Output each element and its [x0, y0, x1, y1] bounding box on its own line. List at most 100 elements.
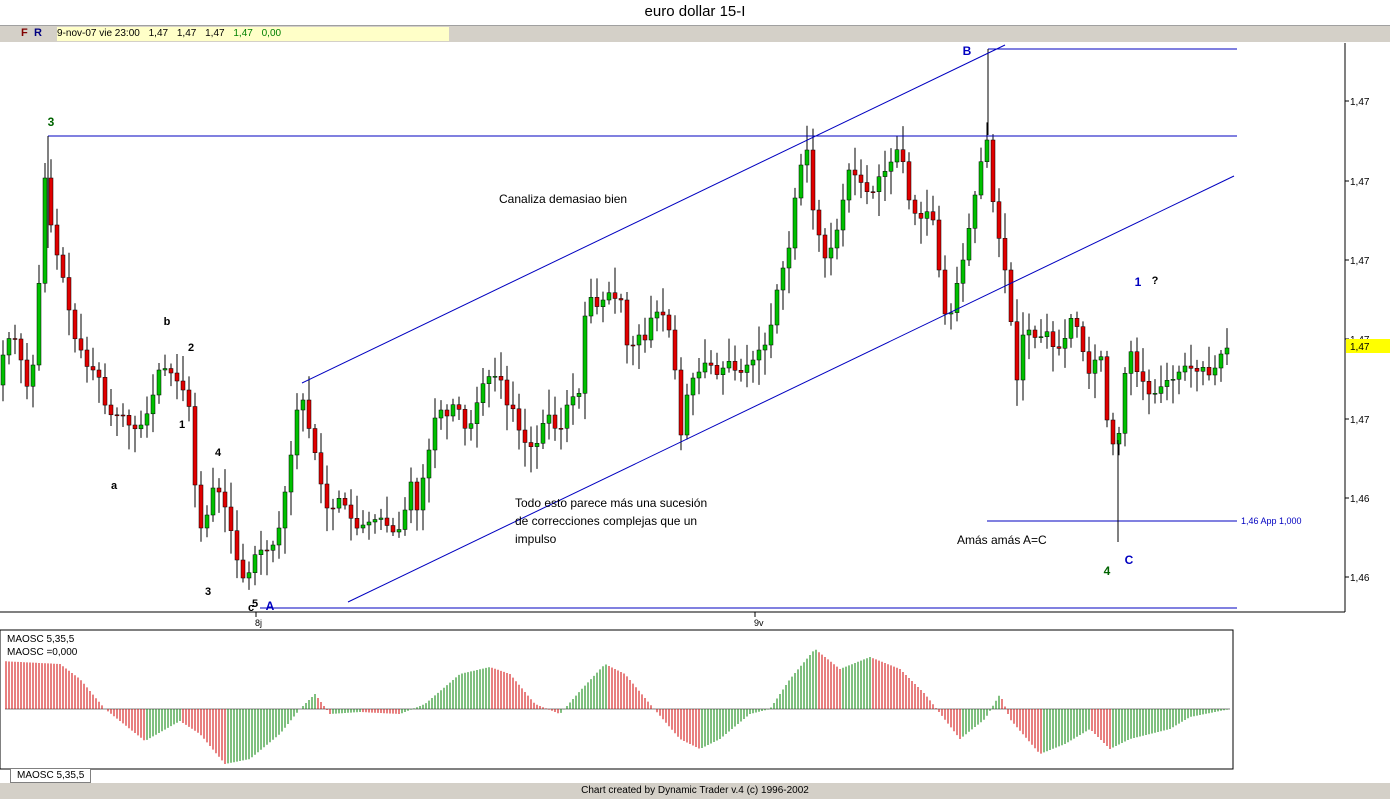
candle-down	[516, 408, 522, 431]
wave-label: 3	[205, 586, 211, 598]
candle-down	[72, 309, 78, 340]
trend-line[interactable]	[347, 175, 1235, 603]
candle-up	[1026, 329, 1032, 336]
candle-up	[570, 396, 576, 406]
annotation-text: de correcciones complejas que un	[515, 514, 697, 528]
candle-down	[504, 379, 510, 406]
wave-label: 4	[215, 447, 222, 459]
candle-up	[1116, 433, 1122, 445]
candle-down	[1110, 419, 1116, 445]
f-button[interactable]: F	[21, 27, 28, 39]
candle-up	[1092, 359, 1098, 374]
candle-down	[990, 139, 996, 202]
candle-up	[744, 364, 750, 373]
candle-up	[42, 177, 48, 284]
candle-down	[198, 484, 204, 529]
candle-down	[234, 530, 240, 561]
candle-up	[1068, 318, 1074, 339]
candle-down	[552, 414, 558, 429]
candle-up	[882, 171, 888, 177]
candle-down	[816, 209, 822, 236]
candle-up	[360, 524, 366, 529]
annotation-text: Todo esto parece más una sucesión	[515, 496, 707, 510]
candle-up	[636, 334, 642, 346]
candle-down	[96, 369, 102, 378]
candle-down	[78, 338, 84, 351]
candle-down	[912, 199, 918, 214]
wave-label: 1	[179, 419, 185, 431]
wave-label: A	[266, 599, 275, 613]
candle-up	[780, 267, 786, 291]
readout-datetime: 9-nov-07 vie 23:00	[57, 28, 140, 39]
candle-down	[24, 359, 30, 387]
candle-up	[204, 514, 210, 529]
r-button[interactable]: R	[34, 27, 42, 39]
candle-down	[1014, 321, 1020, 381]
candle-up	[726, 361, 732, 369]
candle-up	[600, 299, 606, 307]
candle-down	[1008, 269, 1014, 322]
candle-up	[1200, 367, 1206, 372]
candle-down	[1194, 368, 1200, 372]
current-price-label: 1,47	[1350, 342, 1370, 353]
candle-down	[1032, 329, 1038, 338]
candle-up	[702, 362, 708, 373]
candle-down	[1002, 238, 1008, 271]
candle-down	[384, 517, 390, 526]
candle-down	[444, 409, 450, 417]
candle-up	[588, 297, 594, 317]
wave-label: B	[963, 44, 972, 58]
candle-up	[1164, 380, 1170, 387]
candle-down	[168, 368, 174, 374]
candle-down	[708, 362, 714, 366]
window-title: euro dollar 15-I	[644, 3, 746, 20]
candle-up	[210, 487, 216, 516]
candle-up	[762, 344, 768, 351]
candle-down	[510, 404, 516, 410]
candle-down	[738, 370, 744, 373]
candle-down	[456, 404, 462, 410]
annotation-text: Amás amás A=C	[957, 533, 1047, 547]
indicator-name: MAOSC 5,35,5	[7, 634, 75, 645]
candle-down	[522, 429, 528, 443]
candle-up	[150, 394, 156, 415]
candle-up	[396, 529, 402, 533]
candle-down	[132, 424, 138, 430]
candle-up	[840, 199, 846, 231]
candle-up	[1218, 353, 1224, 369]
annotation-text: Canaliza demasiao bien	[499, 192, 627, 206]
candle-up	[1020, 334, 1026, 381]
candle-up	[270, 544, 276, 551]
candle-up	[798, 164, 804, 199]
candle-up	[684, 394, 690, 436]
candle-up	[540, 423, 546, 444]
candle-up	[282, 491, 288, 529]
candle-down	[666, 314, 672, 331]
candle-up	[894, 149, 900, 163]
candle-up	[294, 409, 300, 456]
x-tick-label: 9v	[754, 618, 764, 628]
candle-up	[426, 449, 432, 479]
readout-low: 1,47	[205, 28, 225, 39]
candle-up	[546, 414, 552, 424]
candle-up	[402, 509, 408, 530]
candle-down	[102, 377, 108, 406]
candle-down	[942, 269, 948, 315]
candle-up	[162, 368, 168, 371]
candle-down	[192, 406, 198, 486]
candle-down	[714, 365, 720, 375]
candle-up	[144, 413, 150, 426]
current-price-marker	[1346, 339, 1390, 353]
candle-down	[864, 182, 870, 192]
candle-down	[822, 234, 828, 259]
candle-up	[564, 404, 570, 429]
candle-up	[846, 169, 852, 201]
candle-down	[672, 329, 678, 371]
candle-up	[756, 349, 762, 361]
tab-maosc[interactable]: MAOSC 5,35,5	[10, 769, 92, 783]
candle-down	[810, 149, 816, 211]
y-tick-label: 1,47	[1350, 177, 1370, 188]
candle-up	[1038, 336, 1044, 338]
trend-line[interactable]	[301, 44, 1006, 384]
